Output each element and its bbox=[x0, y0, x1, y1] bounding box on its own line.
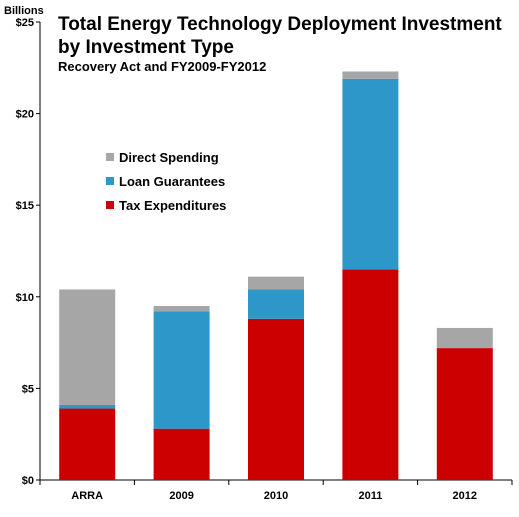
chart-title-line1: Total Energy Technology Deployment Inves… bbox=[58, 14, 502, 35]
bar-segment-loan-guarantees bbox=[342, 78, 399, 270]
x-tick-label: 2012 bbox=[453, 490, 477, 502]
legend-swatch-direct-spending bbox=[106, 153, 114, 161]
bar-segment-loan-guarantees bbox=[248, 289, 304, 319]
x-tick-label: 2011 bbox=[358, 490, 382, 502]
bar-segment-tax-expenditures bbox=[153, 428, 210, 480]
bar-segment-direct-spending bbox=[59, 289, 116, 405]
bar-segment-direct-spending bbox=[248, 276, 304, 290]
bar-segment-tax-expenditures bbox=[436, 348, 493, 480]
y-tick-label: $15 bbox=[16, 200, 34, 212]
y-tick-label: $25 bbox=[16, 17, 34, 29]
bar-segment-direct-spending bbox=[436, 327, 493, 349]
y-tick-label: $0 bbox=[22, 475, 34, 487]
chart-title-line2: by Investment Type bbox=[58, 37, 234, 58]
legend: Direct Spending Loan Guarantees Tax Expend… bbox=[106, 150, 226, 213]
y-unit-label: Billions bbox=[4, 5, 44, 17]
bar-segment-loan-guarantees bbox=[153, 311, 210, 429]
bar-segment-loan-guarantees bbox=[59, 404, 116, 409]
x-tick-label: ARRA bbox=[71, 490, 103, 502]
y-tick-label: $5 bbox=[22, 383, 34, 395]
legend-swatch-tax-expenditures bbox=[106, 201, 114, 209]
legend-label-tax-expenditures: Tax Expenditures bbox=[119, 198, 226, 213]
plot-area: $0 $5 $10 $15 $20 $25 ARRA 2009 2010 2011 2012 bbox=[16, 17, 513, 502]
y-tick-label: $20 bbox=[16, 109, 34, 121]
bar-segment-tax-expenditures bbox=[59, 408, 116, 480]
y-tick-label: $10 bbox=[16, 292, 34, 304]
legend-label-loan-guarantees: Loan Guarantees bbox=[119, 174, 225, 189]
bar-segment-tax-expenditures bbox=[342, 269, 399, 480]
chart-subtitle: Recovery Act and FY2009-FY2012 bbox=[58, 59, 266, 74]
bar-segment-direct-spending bbox=[342, 71, 399, 79]
bar-segment-direct-spending bbox=[153, 305, 210, 312]
x-tick-label: 2010 bbox=[264, 490, 288, 502]
x-tick-label: 2009 bbox=[169, 490, 193, 502]
legend-swatch-loan-guarantees bbox=[106, 177, 114, 185]
legend-label-direct-spending: Direct Spending bbox=[119, 150, 219, 165]
bar-segment-tax-expenditures bbox=[248, 318, 304, 480]
